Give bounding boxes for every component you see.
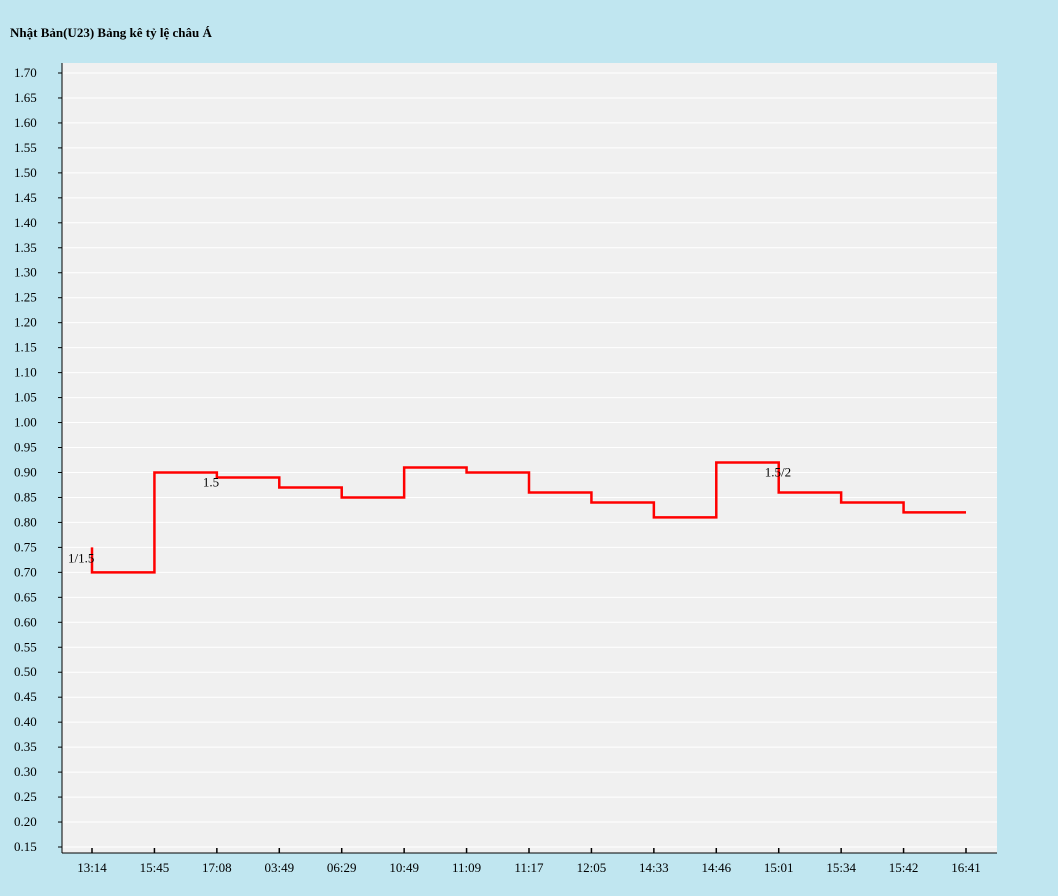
y-tick-label: 1.05 [14, 390, 37, 405]
y-tick-label: 0.30 [14, 764, 37, 779]
y-tick-label: 0.75 [14, 539, 37, 554]
y-tick-label: 1.25 [14, 290, 37, 305]
y-tick-label: 0.90 [14, 464, 37, 479]
y-tick-label: 1.40 [14, 215, 37, 230]
x-tick-label: 10:49 [389, 860, 419, 875]
annotation-label: 1.5/2 [765, 464, 791, 479]
plot-area [62, 63, 997, 853]
y-tick-label: 0.85 [14, 489, 37, 504]
annotation-label: 1.5 [203, 474, 219, 489]
y-tick-label: 0.25 [14, 789, 37, 804]
y-tick-label: 0.50 [14, 664, 37, 679]
x-tick-label: 15:01 [764, 860, 794, 875]
y-tick-label: 1.15 [14, 340, 37, 355]
y-tick-label: 1.00 [14, 415, 37, 430]
y-tick-label: 1.45 [14, 190, 37, 205]
y-tick-label: 0.40 [14, 714, 37, 729]
chart-title: Nhật Bản(U23) Bảng kê tỷ lệ châu Á [10, 25, 212, 40]
y-tick-label: 0.45 [14, 689, 37, 704]
y-tick-label: 0.95 [14, 440, 37, 455]
y-tick-label: 1.30 [14, 265, 37, 280]
y-tick-label: 1.50 [14, 165, 37, 180]
x-tick-label: 17:08 [202, 860, 232, 875]
x-tick-label: 16:41 [951, 860, 981, 875]
y-tick-label: 1.20 [14, 315, 37, 330]
x-tick-label: 15:45 [140, 860, 170, 875]
x-tick-label: 13:14 [77, 860, 107, 875]
y-tick-label: 0.65 [14, 589, 37, 604]
y-tick-label: 1.55 [14, 140, 37, 155]
x-tick-label: 03:49 [264, 860, 294, 875]
y-tick-label: 0.60 [14, 614, 37, 629]
y-tick-label: 0.20 [14, 814, 37, 829]
x-tick-label: 15:42 [889, 860, 919, 875]
y-tick-label: 0.70 [14, 564, 37, 579]
y-tick-label: 0.15 [14, 839, 37, 854]
y-tick-label: 0.55 [14, 639, 37, 654]
x-tick-label: 06:29 [327, 860, 357, 875]
y-tick-label: 1.70 [14, 65, 37, 80]
y-tick-label: 1.10 [14, 365, 37, 380]
series-line [90, 461, 966, 574]
x-tick-label: 11:09 [452, 860, 481, 875]
annotation-label: 1/1.5 [68, 550, 94, 565]
x-tick-label: 14:46 [701, 860, 731, 875]
x-tick-label: 12:05 [577, 860, 607, 875]
y-tick-label: 1.35 [14, 240, 37, 255]
x-tick-label: 15:34 [826, 860, 856, 875]
y-tick-label: 0.35 [14, 739, 37, 754]
y-tick-label: 1.60 [14, 115, 37, 130]
x-tick-label: 11:17 [514, 860, 544, 875]
y-tick-label: 1.65 [14, 90, 37, 105]
y-tick-label: 0.80 [14, 514, 37, 529]
x-tick-label: 14:33 [639, 860, 669, 875]
